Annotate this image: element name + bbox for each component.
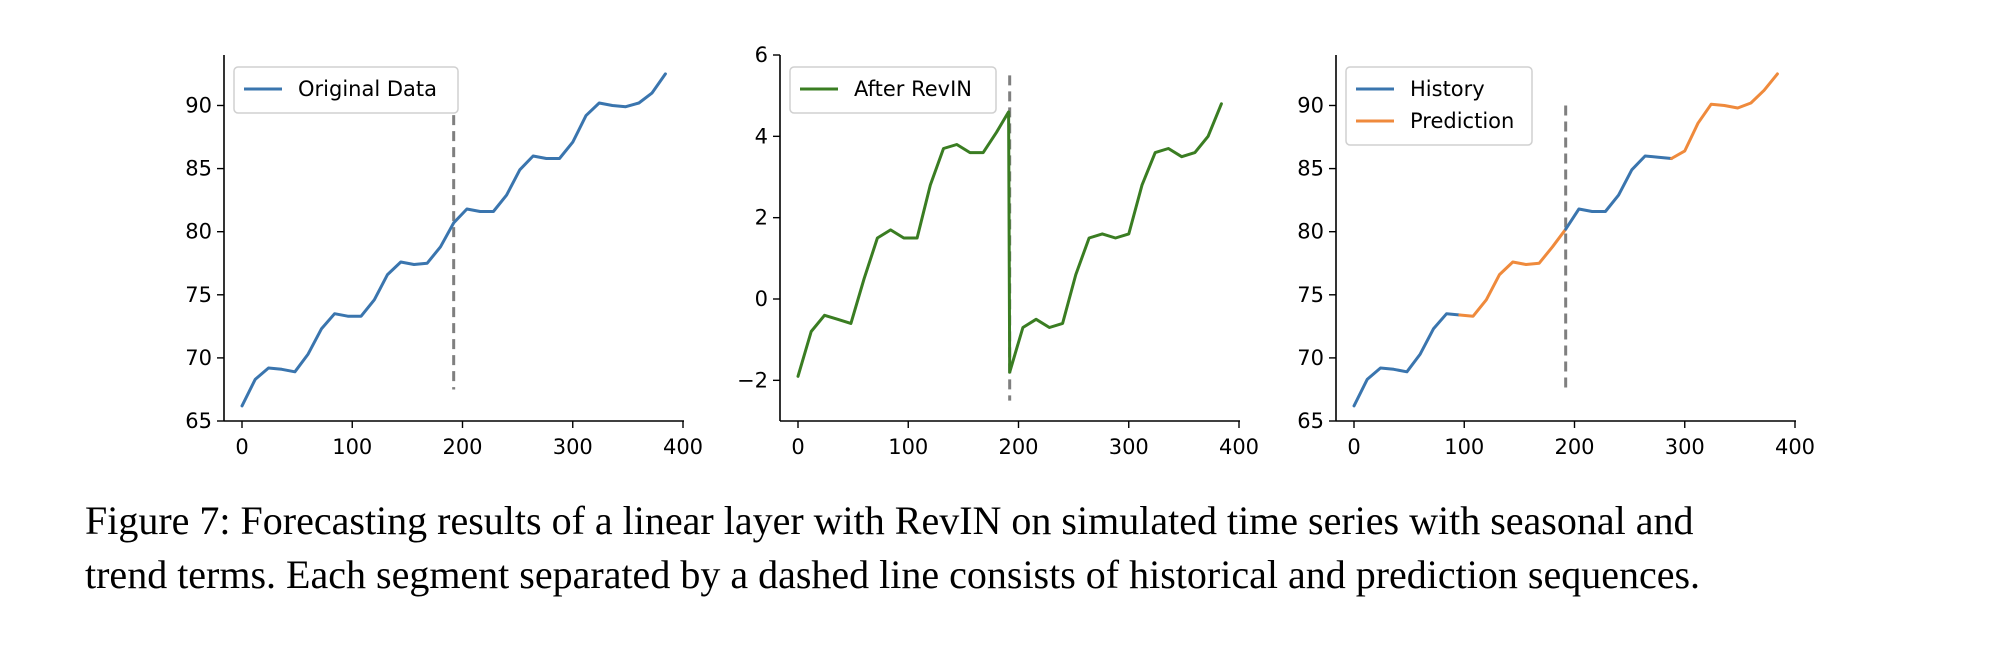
y-tick-label: 80 xyxy=(185,220,212,244)
y-tick-label: 85 xyxy=(185,157,212,181)
x-tick-label: 0 xyxy=(1347,435,1360,459)
series-line xyxy=(796,102,1223,378)
y-tick-label: 2 xyxy=(755,206,768,230)
x-tick-label: 100 xyxy=(888,435,928,459)
y-tick-label: 4 xyxy=(755,124,768,148)
x-tick-label: 200 xyxy=(1554,435,1594,459)
panel-original-data: 0 100 200 300 400 65 70 75 80 85 90 Original Data xyxy=(185,55,703,459)
y-tick-label: −2 xyxy=(737,368,768,392)
y-tick-label: 6 xyxy=(755,43,768,67)
x-tick-label: 0 xyxy=(791,435,804,459)
caption-line-2: trend terms. Each segment separated by a… xyxy=(85,552,1701,597)
x-tick-label: 400 xyxy=(1219,435,1259,459)
x-tick-label: 100 xyxy=(332,435,372,459)
caption-line-1: Figure 7: Forecasting results of a linea… xyxy=(85,498,1694,543)
legend-box xyxy=(233,66,459,114)
series-line xyxy=(1564,154,1673,231)
legend-label: Original Data xyxy=(298,77,437,101)
y-tick-label: 65 xyxy=(1297,409,1324,433)
panel-after-revin: 0 100 200 300 400 −2 0 2 4 6 After RevIN xyxy=(737,43,1259,459)
x-tick-label: 300 xyxy=(553,435,593,459)
x-tick-label: 200 xyxy=(998,435,1038,459)
x-tick-label: 0 xyxy=(235,435,248,459)
y-tick-label: 90 xyxy=(1297,93,1324,117)
y-tick-label: 65 xyxy=(185,409,212,433)
y-tick-label: 75 xyxy=(1297,283,1324,307)
series-line xyxy=(1352,312,1462,408)
legend-box xyxy=(1345,66,1533,146)
series-line xyxy=(1670,72,1779,160)
panel-history-prediction: 0 100 200 300 400 65 70 75 80 85 90 History Predicti… xyxy=(1297,55,1815,459)
figure-caption: Figure 7: Forecasting results of a linea… xyxy=(85,494,1965,602)
x-tick-label: 200 xyxy=(442,435,482,459)
x-tick-label: 300 xyxy=(1665,435,1705,459)
y-tick-label: 70 xyxy=(185,346,212,370)
y-tick-label: 90 xyxy=(185,93,212,117)
x-tick-label: 400 xyxy=(1775,435,1815,459)
x-tick-label: 100 xyxy=(1444,435,1484,459)
y-tick-label: 75 xyxy=(185,283,212,307)
y-tick-label: 70 xyxy=(1297,346,1324,370)
y-tick-label: 80 xyxy=(1297,220,1324,244)
y-tick-label: 85 xyxy=(1297,157,1324,181)
legend-label: Prediction xyxy=(1410,109,1514,133)
legend-label: After RevIN xyxy=(854,77,972,101)
series-line xyxy=(1458,227,1568,318)
series-line xyxy=(240,72,667,408)
x-tick-label: 300 xyxy=(1109,435,1149,459)
legend-label: History xyxy=(1410,77,1485,101)
x-tick-label: 400 xyxy=(663,435,703,459)
legend-box xyxy=(789,66,997,114)
y-tick-label: 0 xyxy=(755,287,768,311)
